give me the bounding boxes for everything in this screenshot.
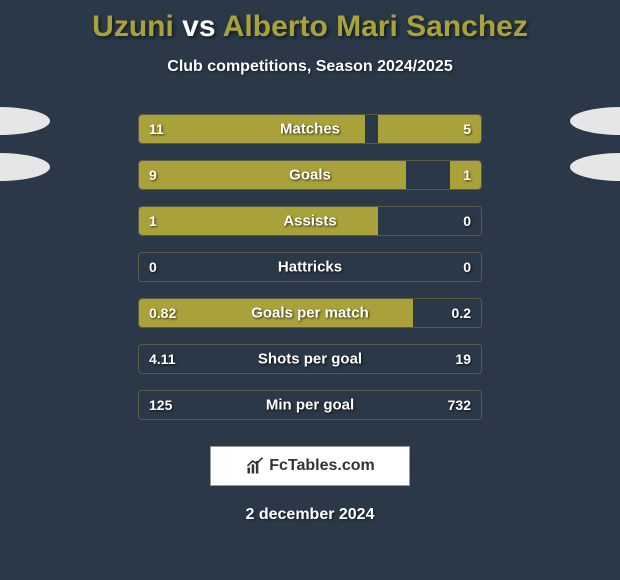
team-marker-right xyxy=(570,153,620,181)
stat-track: 115Matches xyxy=(138,114,482,144)
stat-row: 4.11 19 Shots per goal xyxy=(0,336,620,382)
stat-track: 10Assists xyxy=(138,206,482,236)
title-player1: Uzuni xyxy=(92,10,174,43)
stat-label: Hattricks xyxy=(278,259,342,276)
stat-track: 4.11 19 Shots per goal xyxy=(138,344,482,374)
value-right: 732 xyxy=(448,397,471,413)
value-right: 19 xyxy=(455,351,471,367)
stat-row: 91Goals xyxy=(0,152,620,198)
title-player2: Alberto Mari Sanchez xyxy=(223,10,528,43)
comparison-chart: 115Matches91Goals10Assists00Hattricks0.8… xyxy=(0,106,620,428)
stat-row: 10Assists xyxy=(0,198,620,244)
stat-track: 91Goals xyxy=(138,160,482,190)
value-left: 4.11 xyxy=(149,351,175,367)
stat-track: 125 732 Min per goal xyxy=(138,390,482,420)
stat-label: Min per goal xyxy=(266,397,354,414)
stat-track: 0 0 Hattricks xyxy=(138,252,482,282)
value-right: 0 xyxy=(463,213,471,229)
subtitle: Club competitions, Season 2024/2025 xyxy=(0,58,620,76)
title-vs: vs xyxy=(182,10,215,43)
value-left: 125 xyxy=(149,397,172,413)
value-left: 0 xyxy=(149,259,157,275)
bar-right xyxy=(450,161,481,189)
value-right: 0 xyxy=(463,259,471,275)
stat-row: 125 732 Min per goal xyxy=(0,382,620,428)
bar-left xyxy=(139,299,413,327)
team-marker-left xyxy=(0,153,50,181)
team-marker-left xyxy=(0,107,50,135)
date: 2 december 2024 xyxy=(0,506,620,524)
bar-left xyxy=(139,207,378,235)
watermark: FcTables.com xyxy=(210,446,410,486)
bar-left xyxy=(139,161,406,189)
page-title: Uzuni vs Alberto Mari Sanchez xyxy=(0,0,620,44)
stat-row: 0.820.2Goals per match xyxy=(0,290,620,336)
chart-icon xyxy=(245,456,265,476)
bar-left xyxy=(139,115,365,143)
watermark-text: FcTables.com xyxy=(269,457,375,475)
bar-right xyxy=(378,115,481,143)
team-marker-right xyxy=(570,107,620,135)
value-right: 0.2 xyxy=(452,305,471,321)
stat-label: Shots per goal xyxy=(258,351,362,368)
stat-row: 0 0 Hattricks xyxy=(0,244,620,290)
stat-row: 115Matches xyxy=(0,106,620,152)
stat-track: 0.820.2Goals per match xyxy=(138,298,482,328)
